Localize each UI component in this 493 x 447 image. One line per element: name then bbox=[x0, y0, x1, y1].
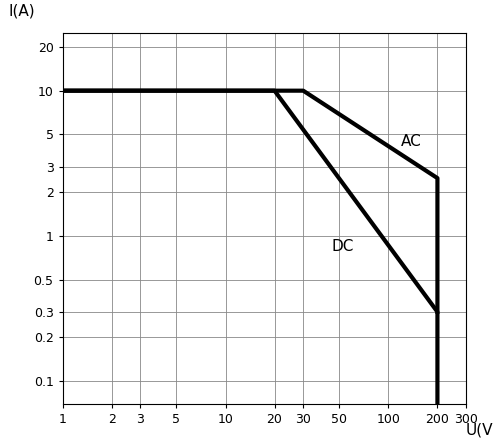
Text: AC: AC bbox=[401, 134, 422, 148]
Y-axis label: I(A): I(A) bbox=[9, 3, 35, 18]
X-axis label: U(V): U(V) bbox=[465, 422, 493, 437]
Text: DC: DC bbox=[332, 239, 354, 254]
